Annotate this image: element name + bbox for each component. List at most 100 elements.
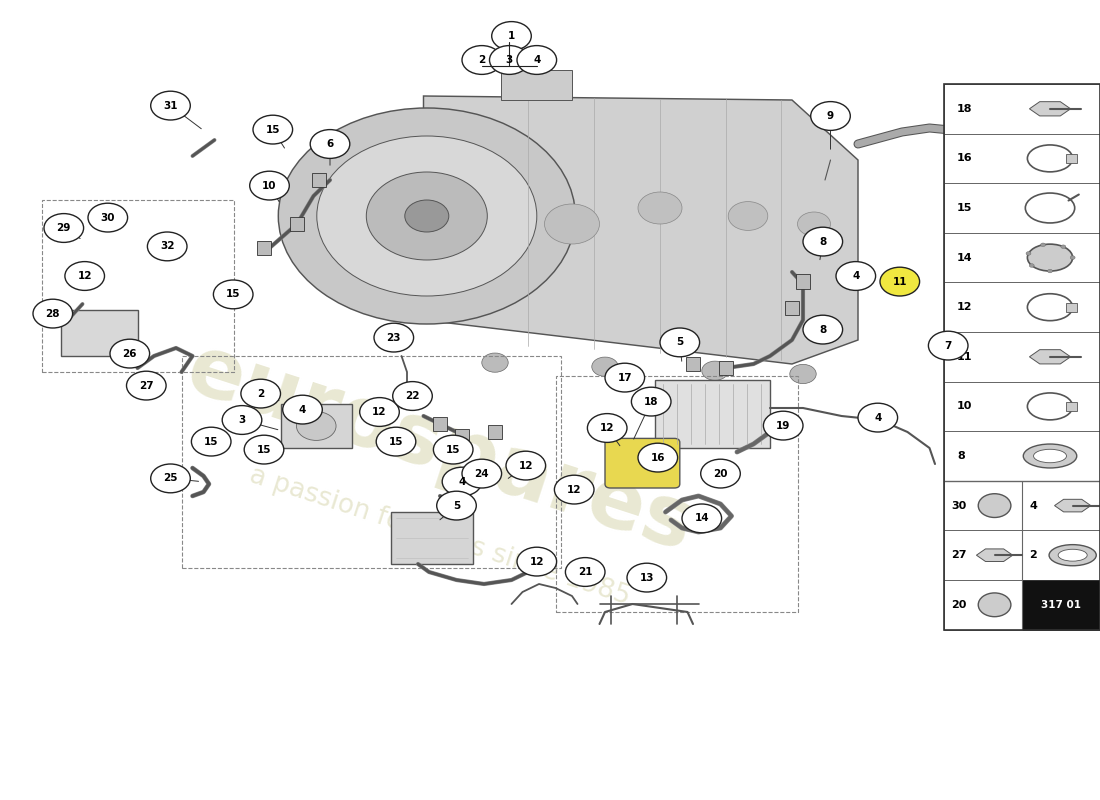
Text: 1: 1 [508,31,515,41]
Circle shape [803,227,843,256]
Text: 12: 12 [529,557,544,566]
Circle shape [44,214,84,242]
Circle shape [1030,264,1034,267]
FancyBboxPatch shape [605,438,680,488]
Circle shape [253,115,293,144]
Circle shape [631,387,671,416]
Circle shape [222,406,262,434]
Bar [785,301,799,315]
Circle shape [627,563,667,592]
Bar [944,481,1022,530]
Circle shape [811,102,850,130]
Text: 6: 6 [327,139,333,149]
Text: 16: 16 [650,453,666,462]
Text: 22: 22 [405,391,420,401]
Circle shape [65,262,104,290]
Circle shape [803,315,843,344]
Bar [1067,302,1077,312]
Polygon shape [977,549,1013,562]
Circle shape [482,353,508,372]
Text: 15: 15 [256,445,272,454]
Text: 14: 14 [957,253,972,262]
Circle shape [660,328,700,357]
Text: 8: 8 [957,451,965,461]
Text: 3: 3 [506,55,513,65]
Circle shape [638,192,682,224]
Circle shape [858,403,898,432]
Circle shape [110,339,150,368]
Bar [944,84,1100,630]
Text: 15: 15 [957,203,972,213]
Circle shape [592,357,618,376]
Circle shape [638,443,678,472]
Circle shape [244,435,284,464]
Text: 19: 19 [776,421,791,430]
Circle shape [701,459,740,488]
Text: 31: 31 [163,101,178,110]
Ellipse shape [1027,244,1072,271]
Text: 14: 14 [694,514,710,523]
Circle shape [544,204,600,244]
Circle shape [928,331,968,360]
Bar [944,530,1022,580]
Circle shape [151,91,190,120]
Bar [944,580,1022,630]
Text: eurospares: eurospares [176,328,704,568]
Bar [654,380,770,448]
Circle shape [317,136,537,296]
Text: 12: 12 [372,407,387,417]
Text: 11: 11 [957,352,972,362]
Text: 2: 2 [1030,550,1037,560]
Circle shape [310,130,350,158]
Bar [1022,580,1100,630]
Circle shape [462,459,502,488]
Text: 30: 30 [100,213,116,222]
Text: 12: 12 [957,302,972,312]
Text: 9: 9 [827,111,834,121]
Circle shape [554,475,594,504]
Bar [944,134,1100,183]
Bar [290,217,304,231]
Circle shape [880,267,920,296]
Bar [944,233,1100,282]
Text: 20: 20 [952,600,967,610]
Text: 16: 16 [957,154,972,163]
Circle shape [376,427,416,456]
Bar [944,183,1100,233]
Circle shape [366,172,487,260]
Bar [455,429,469,443]
Text: 5: 5 [676,338,683,347]
Text: 21: 21 [578,567,593,577]
Text: 3: 3 [239,415,245,425]
Bar [1022,481,1100,530]
Text: 25: 25 [163,474,178,483]
Circle shape [374,323,414,352]
Text: 15: 15 [388,437,404,446]
Ellipse shape [1058,550,1087,561]
Circle shape [191,427,231,456]
Text: 23: 23 [386,333,402,342]
Circle shape [88,203,128,232]
Bar [433,417,447,431]
Circle shape [442,467,482,496]
Text: 317 01: 317 01 [1041,600,1081,610]
Text: 4: 4 [874,413,881,422]
Text: 8: 8 [820,325,826,334]
Text: 12: 12 [600,423,615,433]
Circle shape [462,46,502,74]
Circle shape [506,451,546,480]
Circle shape [587,414,627,442]
Circle shape [490,46,529,74]
Bar [944,84,1100,134]
Circle shape [147,232,187,261]
Circle shape [605,363,645,392]
Bar [556,376,798,612]
Text: 4: 4 [1030,501,1037,510]
Polygon shape [1055,499,1091,512]
Text: 8: 8 [820,237,826,246]
Text: 15: 15 [204,437,219,446]
Polygon shape [424,96,858,364]
Text: 24: 24 [474,469,490,478]
Circle shape [978,593,1011,617]
Ellipse shape [1034,450,1067,462]
